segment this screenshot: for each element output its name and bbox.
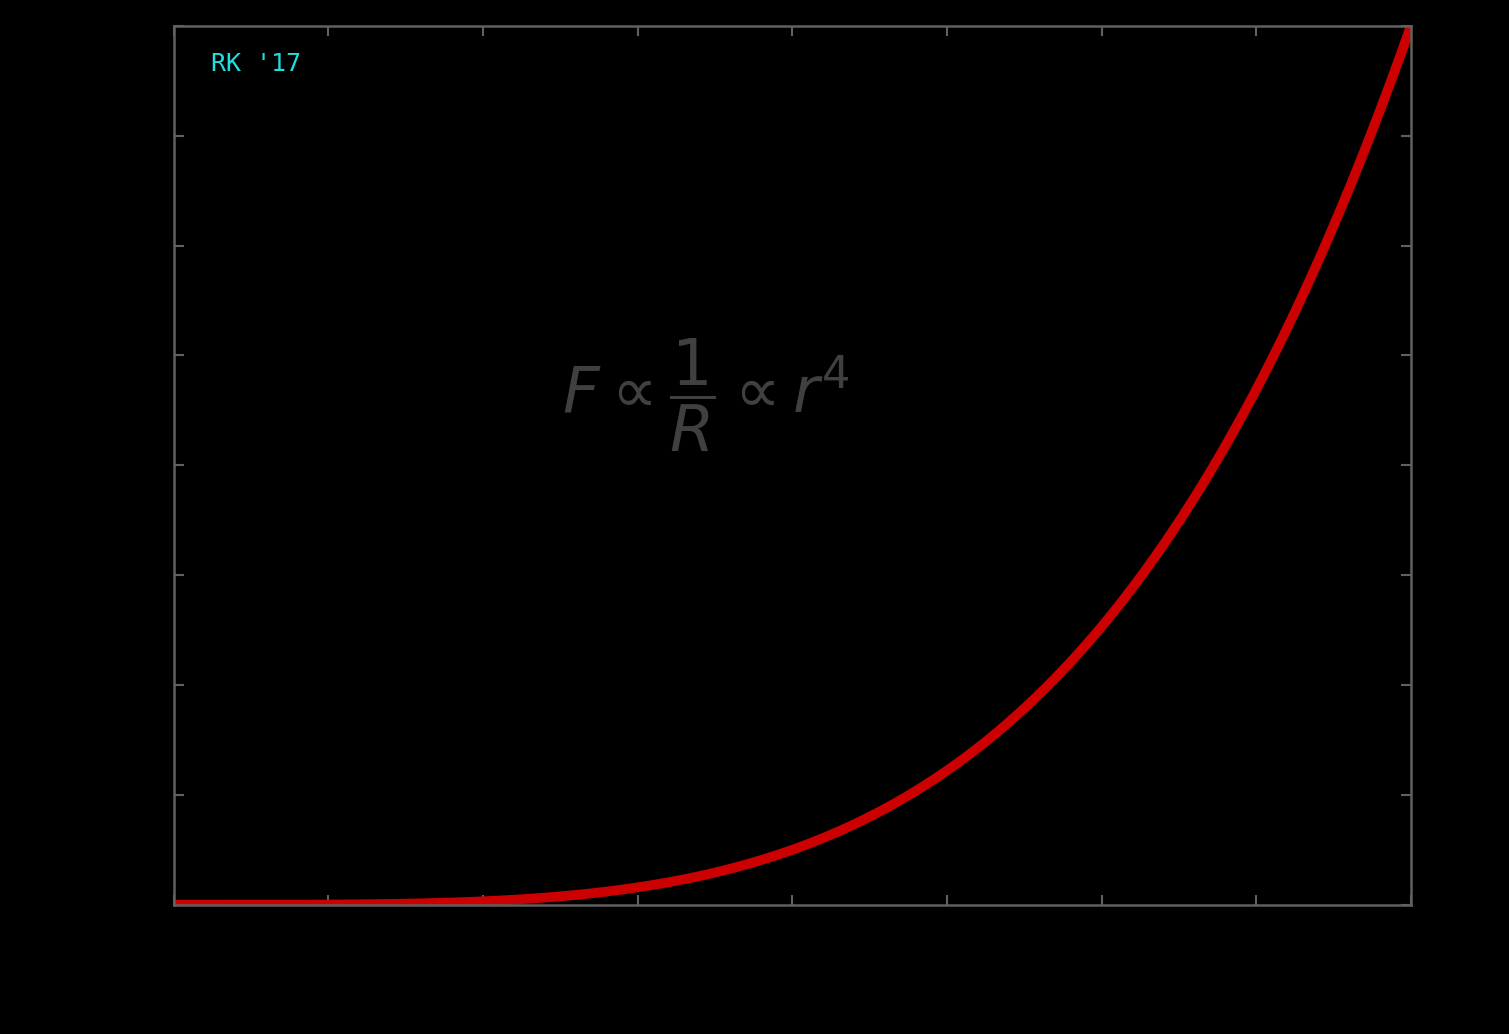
- Text: $F \propto \dfrac{1}{R} \propto r^4$: $F \propto \dfrac{1}{R} \propto r^4$: [561, 336, 850, 454]
- Text: RK '17: RK '17: [211, 53, 300, 77]
